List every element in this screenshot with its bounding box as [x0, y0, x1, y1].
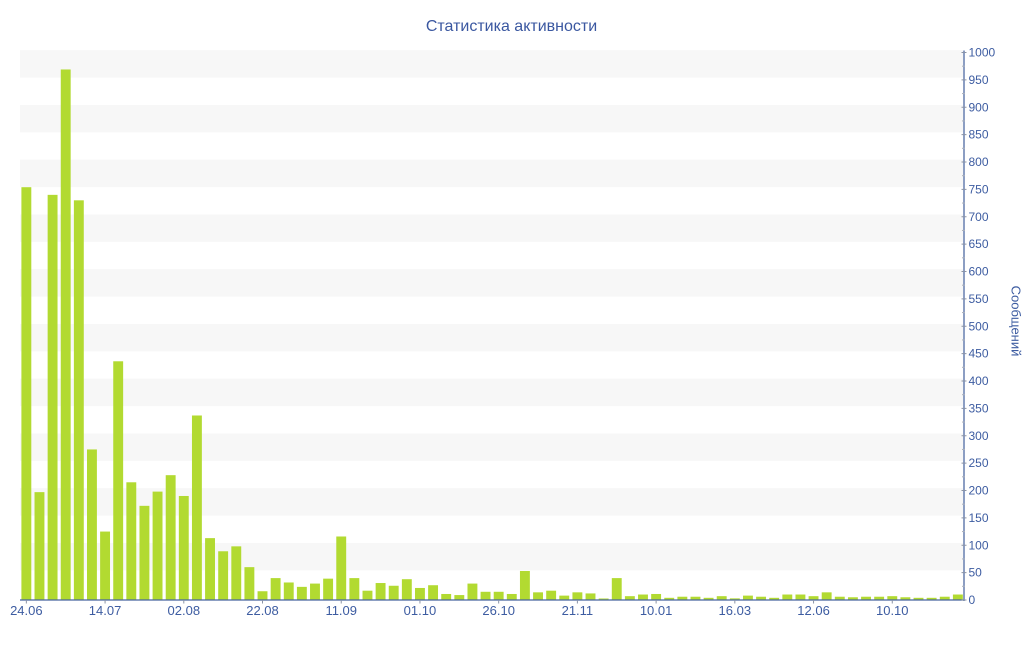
- svg-text:250: 250: [969, 456, 989, 470]
- svg-text:400: 400: [969, 374, 989, 388]
- svg-text:300: 300: [969, 429, 989, 443]
- svg-text:200: 200: [969, 484, 989, 498]
- svg-text:02.08: 02.08: [168, 603, 201, 618]
- svg-text:11.09: 11.09: [325, 603, 357, 618]
- svg-text:700: 700: [969, 210, 989, 224]
- svg-text:350: 350: [969, 401, 989, 415]
- svg-text:10.01: 10.01: [640, 603, 673, 618]
- svg-text:550: 550: [969, 292, 989, 306]
- svg-text:750: 750: [969, 182, 989, 196]
- svg-text:50: 50: [969, 566, 983, 580]
- svg-text:26.10: 26.10: [482, 603, 515, 618]
- svg-text:0: 0: [969, 593, 976, 607]
- svg-text:800: 800: [969, 155, 989, 169]
- svg-text:150: 150: [969, 511, 989, 525]
- svg-text:01.10: 01.10: [404, 603, 437, 618]
- svg-text:650: 650: [969, 237, 989, 251]
- svg-text:14.07: 14.07: [89, 603, 122, 618]
- svg-text:1000: 1000: [969, 46, 996, 60]
- svg-text:Статистика активности: Статистика активности: [426, 18, 597, 35]
- svg-text:950: 950: [969, 73, 989, 87]
- svg-text:900: 900: [969, 100, 989, 114]
- svg-text:21.11: 21.11: [562, 603, 594, 618]
- svg-text:450: 450: [969, 347, 989, 361]
- svg-text:850: 850: [969, 128, 989, 142]
- svg-text:Сообщений: Сообщений: [1009, 286, 1024, 357]
- svg-text:24.06: 24.06: [10, 603, 43, 618]
- svg-text:12.06: 12.06: [797, 603, 830, 618]
- svg-text:500: 500: [969, 319, 989, 333]
- svg-text:10.10: 10.10: [876, 603, 909, 618]
- svg-text:16.03: 16.03: [719, 603, 752, 618]
- svg-text:22.08: 22.08: [246, 603, 279, 618]
- svg-text:100: 100: [969, 538, 989, 552]
- svg-text:600: 600: [969, 265, 989, 279]
